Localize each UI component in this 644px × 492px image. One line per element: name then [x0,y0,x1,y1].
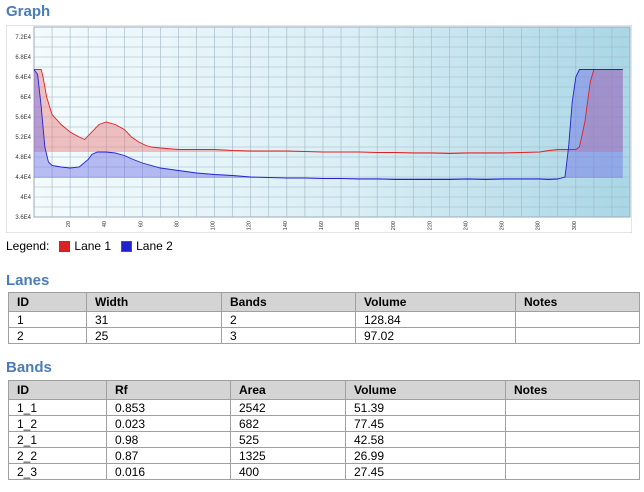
lanes-header-row: ID Width Bands Volume Notes [8,292,640,312]
y-tick-label: 6.8E4 [15,55,31,61]
series-area-lane-1 [34,69,623,154]
x-tick-label: 260 [500,221,506,230]
bands-col-id: ID [8,380,107,400]
table-row: 1 31 2 128.84 [8,311,640,328]
band-id: 1_2 [8,415,107,432]
band-area: 2542 [230,399,346,416]
legend-item-lane-1: Lane 1 [74,239,112,253]
band-rf: 0.853 [106,399,231,416]
lane-id: 2 [8,327,87,344]
band-area: 682 [230,415,346,432]
band-volume: 51.39 [345,399,506,416]
band-notes[interactable] [505,431,640,448]
x-tick-label: 280 [536,221,542,230]
band-rf: 0.87 [106,447,231,464]
table-row: 2_2 0.87 1325 26.99 [8,447,640,464]
plot-area [33,26,631,218]
lane-notes[interactable] [515,311,640,328]
bands-col-area: Area [230,380,346,400]
table-row: 2 25 3 97.02 [8,327,640,344]
x-tick-label: 160 [319,221,325,230]
bands-header-row: ID Rf Area Volume Notes [8,380,640,400]
lane-width: 25 [86,327,222,344]
y-tick-label: 4E4 [20,195,31,201]
band-notes[interactable] [505,463,640,480]
lanes-col-volume: Volume [355,292,516,312]
y-tick-label: 7.2E4 [15,35,31,41]
lanes-col-notes: Notes [515,292,640,312]
band-notes[interactable] [505,399,640,416]
bands-col-volume: Volume [345,380,506,400]
lanes-title: Lanes [6,272,50,289]
band-rf: 0.023 [106,415,231,432]
bands-col-notes: Notes [505,380,640,400]
band-volume: 77.45 [345,415,506,432]
band-area: 525 [230,431,346,448]
y-tick-label: 4.8E4 [15,155,31,161]
legend-item-lane-2: Lane 2 [136,239,173,253]
x-tick-label: 60 [138,221,144,227]
band-volume: 27.45 [345,463,506,480]
band-area: 400 [230,463,346,480]
x-tick-label: 180 [355,221,361,230]
x-tick-label: 40 [102,221,108,227]
band-id: 2_2 [8,447,107,464]
y-tick-label: 4.4E4 [15,175,31,181]
lanes-col-id: ID [8,292,87,312]
lane-width: 31 [86,311,222,328]
lanes-table: ID Width Bands Volume Notes 1 31 2 128.8… [8,292,640,344]
y-tick-label: 6E4 [20,95,31,101]
bands-table: ID Rf Area Volume Notes 1_1 0.853 2542 5… [8,380,640,480]
y-tick-label: 6.4E4 [15,75,31,81]
x-tick-label: 200 [391,221,397,230]
band-rf: 0.016 [106,463,231,480]
series-line-lane-1 [34,69,623,154]
x-tick-label: 300 [572,221,578,230]
lane-bands: 3 [221,327,356,344]
chart-legend: Legend: Lane 1 Lane 2 [6,239,173,253]
x-tick-label: 100 [211,221,217,230]
lanes-col-width: Width [86,292,222,312]
lane-notes[interactable] [515,327,640,344]
y-tick-label: 5.2E4 [15,135,31,141]
y-tick-label: 3.6E4 [15,215,31,221]
bands-col-rf: Rf [106,380,231,400]
series-line-lane-2 [33,69,623,180]
lane-volume: 128.84 [355,311,516,328]
legend-swatch-lane-2 [121,240,133,252]
band-id: 1_1 [8,399,107,416]
band-id: 2_3 [8,463,107,480]
band-rf: 0.98 [106,431,231,448]
graph-title: Graph [6,3,51,20]
x-tick-label: 240 [463,221,469,230]
graph-panel: 3.6E4 4E4 4.4E4 4.8E4 5.2E4 5.6E4 6E4 6.4E4 6.8E… [5,24,633,234]
band-notes[interactable] [505,415,640,432]
table-row: 2_1 0.98 525 42.58 [8,431,640,448]
lane-profile-chart: 3.6E4 4E4 4.4E4 4.8E4 5.2E4 5.6E4 6E4 6.4E4 6.8E… [5,24,633,234]
series-area-lane-2 [34,69,623,180]
lane-bands: 2 [221,311,356,328]
x-tick-label: 120 [247,221,253,230]
table-row: 1_1 0.853 2542 51.39 [8,399,640,416]
lanes-col-bands: Bands [221,292,356,312]
bands-title: Bands [6,359,52,376]
y-tick-label: 5.6E4 [15,115,31,121]
band-notes[interactable] [505,447,640,464]
table-row: 1_2 0.023 682 77.45 [8,415,640,432]
band-area: 1325 [230,447,346,464]
lane-volume: 97.02 [355,327,516,344]
lane-id: 1 [8,311,87,328]
x-tick-label: 140 [283,221,289,230]
band-id: 2_1 [8,431,107,448]
legend-label: Legend: [6,239,50,253]
x-tick-label: 220 [427,221,433,230]
table-row: 2_3 0.016 400 27.45 [8,463,640,480]
legend-swatch-lane-1 [59,240,71,252]
band-volume: 42.58 [345,431,506,448]
x-tick-label: 80 [174,221,180,227]
band-volume: 26.99 [345,447,506,464]
x-tick-label: 20 [66,221,72,227]
